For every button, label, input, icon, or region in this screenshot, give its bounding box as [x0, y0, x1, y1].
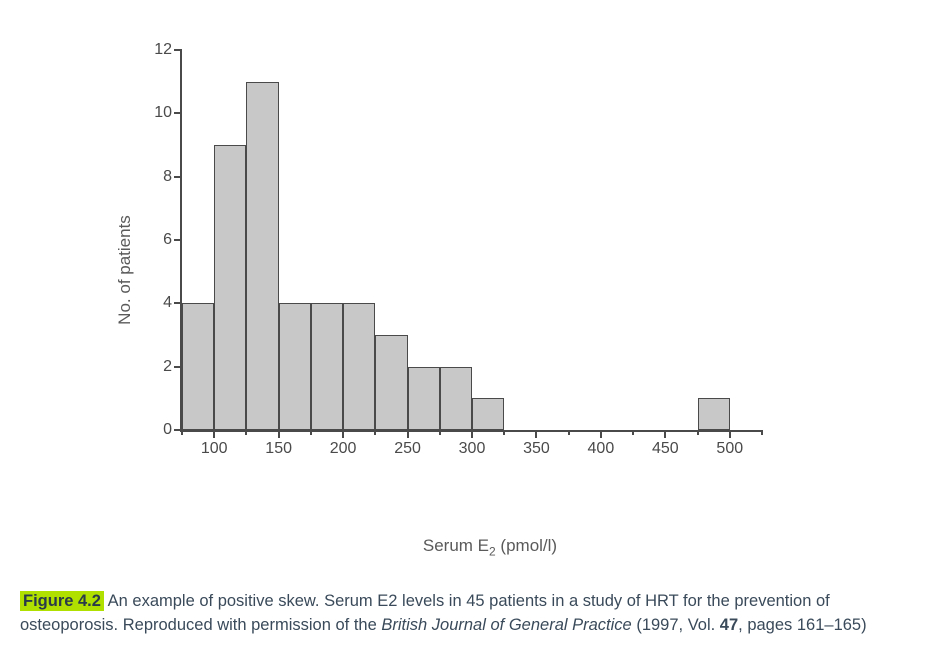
x-axis-label: Serum E2 (pmol/l) [140, 536, 840, 558]
x-tick [342, 430, 344, 438]
caption-volume: 47 [720, 616, 738, 634]
x-tick-label: 450 [652, 440, 679, 458]
y-tick [174, 49, 182, 51]
y-tick [174, 112, 182, 114]
x-tick-minor [439, 430, 441, 435]
y-tick-label: 12 [148, 41, 172, 59]
histogram-bar [440, 367, 472, 430]
y-tick-label: 6 [148, 231, 172, 249]
histogram-bar [311, 303, 343, 430]
x-tick-minor [503, 430, 505, 435]
histogram-bar [698, 398, 730, 430]
y-tick-label: 0 [148, 421, 172, 439]
histogram-bar [375, 335, 407, 430]
caption-text-3: , pages 161–165) [738, 616, 866, 634]
x-tick-minor [245, 430, 247, 435]
x-tick [278, 430, 280, 438]
histogram-bar [214, 145, 246, 430]
x-tick-label: 400 [588, 440, 615, 458]
histogram-chart: No. of patients 024681012100150200250300… [140, 40, 840, 500]
x-tick-label: 150 [265, 440, 292, 458]
x-tick-label: 200 [330, 440, 357, 458]
figure-container: No. of patients 024681012100150200250300… [20, 40, 916, 638]
x-tick-minor [568, 430, 570, 435]
x-tick-label: 500 [716, 440, 743, 458]
plot-area: 024681012100150200250300350400450500 [180, 50, 762, 432]
y-axis-label: No. of patients [115, 215, 135, 325]
figure-caption: Figure 4.2 An example of positive skew. … [20, 590, 916, 638]
y-tick [174, 302, 182, 304]
x-tick-minor [761, 430, 763, 435]
histogram-bar [246, 82, 278, 430]
histogram-bar [279, 303, 311, 430]
x-tick-minor [181, 430, 183, 435]
x-tick [471, 430, 473, 438]
y-tick [174, 239, 182, 241]
x-tick-label: 300 [459, 440, 486, 458]
histogram-bar [182, 303, 214, 430]
histogram-bar [472, 398, 504, 430]
x-tick [729, 430, 731, 438]
x-tick [213, 430, 215, 438]
x-tick-minor [374, 430, 376, 435]
x-tick [664, 430, 666, 438]
x-tick [600, 430, 602, 438]
x-tick [535, 430, 537, 438]
histogram-bar [408, 367, 440, 430]
x-tick [407, 430, 409, 438]
caption-source-italic: British Journal of General Practice [381, 616, 631, 634]
x-tick-label: 100 [201, 440, 228, 458]
y-tick-label: 10 [148, 104, 172, 122]
figure-number-label: Figure 4.2 [20, 591, 104, 611]
histogram-bar [343, 303, 375, 430]
x-tick-minor [310, 430, 312, 435]
caption-text-2: (1997, Vol. [632, 616, 720, 634]
x-tick-minor [697, 430, 699, 435]
y-tick-label: 4 [148, 294, 172, 312]
y-tick-label: 2 [148, 358, 172, 376]
x-tick-label: 350 [523, 440, 550, 458]
x-tick-minor [632, 430, 634, 435]
y-tick-label: 8 [148, 168, 172, 186]
y-tick [174, 366, 182, 368]
y-tick [174, 176, 182, 178]
x-tick-label: 250 [394, 440, 421, 458]
